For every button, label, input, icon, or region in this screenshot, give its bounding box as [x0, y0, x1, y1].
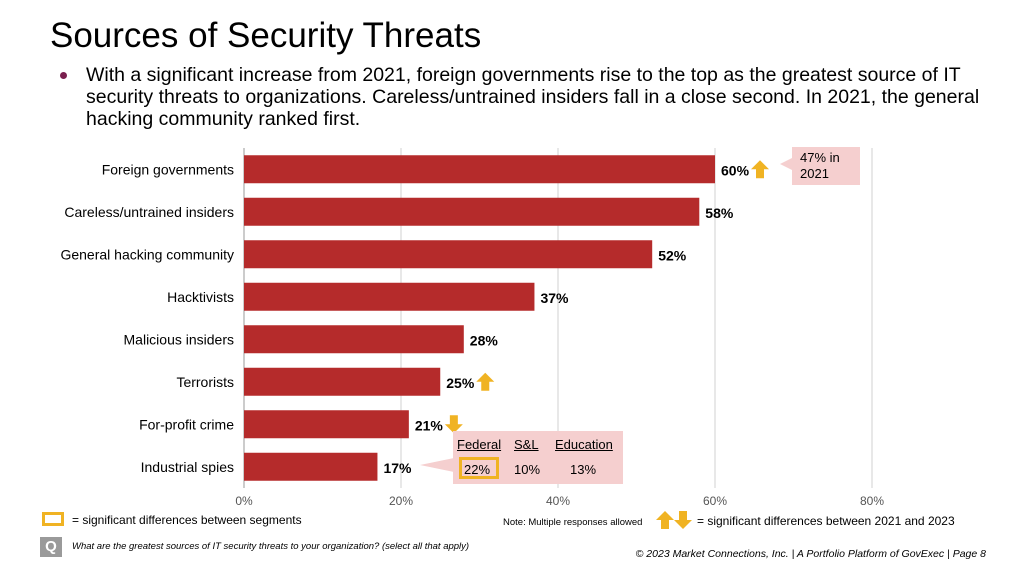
callout-tail	[780, 158, 792, 170]
question-icon: Q	[40, 537, 62, 557]
x-tick-label: 40%	[546, 494, 570, 508]
bar	[244, 155, 715, 184]
x-tick-label: 60%	[703, 494, 727, 508]
segment-value-sl: 10%	[514, 462, 541, 477]
category-label: Industrial spies	[141, 459, 234, 475]
callout-2021: 47% in 2021	[792, 147, 860, 185]
bar	[244, 410, 409, 439]
bar	[244, 240, 653, 269]
up-down-arrows-icon	[656, 511, 692, 529]
segment-header-education: Education	[555, 437, 613, 452]
bullet-dot	[60, 72, 67, 79]
segment-value-education: 13%	[570, 462, 597, 477]
x-tick-label: 0%	[235, 494, 253, 508]
segment-header-sl: S&L	[514, 437, 539, 452]
slide-title: Sources of Security Threats	[50, 16, 482, 55]
bar	[244, 452, 378, 481]
bar	[244, 367, 441, 396]
bar	[244, 325, 464, 354]
bullet-text: With a significant increase from 2021, f…	[86, 64, 980, 130]
category-label: General hacking community	[60, 246, 234, 262]
data-label: 21%	[415, 417, 444, 433]
segment-table: Federal S&L Education 22% 10% 13%	[453, 431, 623, 484]
category-label: For-profit crime	[139, 416, 234, 432]
data-label: 28%	[470, 332, 499, 348]
data-label: 52%	[658, 247, 687, 263]
segment-legend-box-icon	[42, 512, 64, 526]
data-label: 25%	[446, 375, 475, 391]
data-label: 60%	[721, 162, 750, 178]
category-label: Malicious insiders	[124, 331, 234, 347]
data-label: 17%	[383, 460, 412, 476]
data-label: 58%	[705, 205, 734, 221]
note-text: Note: Multiple responses allowed	[503, 517, 643, 528]
bar	[244, 197, 700, 226]
x-tick-label: 80%	[860, 494, 884, 508]
segment-header-federal: Federal	[457, 437, 502, 452]
significant-segment-box	[459, 457, 499, 479]
x-tick-label: 20%	[389, 494, 413, 508]
bullet-point: With a significant increase from 2021, f…	[56, 64, 986, 130]
footer: © 2023 Market Connections, Inc. | A Port…	[635, 548, 986, 560]
category-label: Foreign governments	[102, 161, 234, 177]
survey-question: What are the greatest sources of IT secu…	[72, 541, 470, 552]
up-arrow-icon	[751, 160, 769, 179]
category-label: Terrorists	[176, 374, 234, 390]
category-label: Careless/untrained insiders	[64, 204, 234, 220]
up-arrow-icon	[476, 372, 495, 391]
segment-value-federal: 22%	[464, 462, 491, 477]
segment-legend-text: = significant differences between segmen…	[72, 513, 302, 527]
arrow-legend-text: = significant differences between 2021 a…	[697, 514, 955, 528]
bar	[244, 282, 535, 311]
down-arrow-icon	[444, 415, 463, 434]
category-label: Hacktivists	[167, 289, 234, 305]
segment-table-tail	[420, 458, 454, 472]
data-label: 37%	[540, 290, 569, 306]
